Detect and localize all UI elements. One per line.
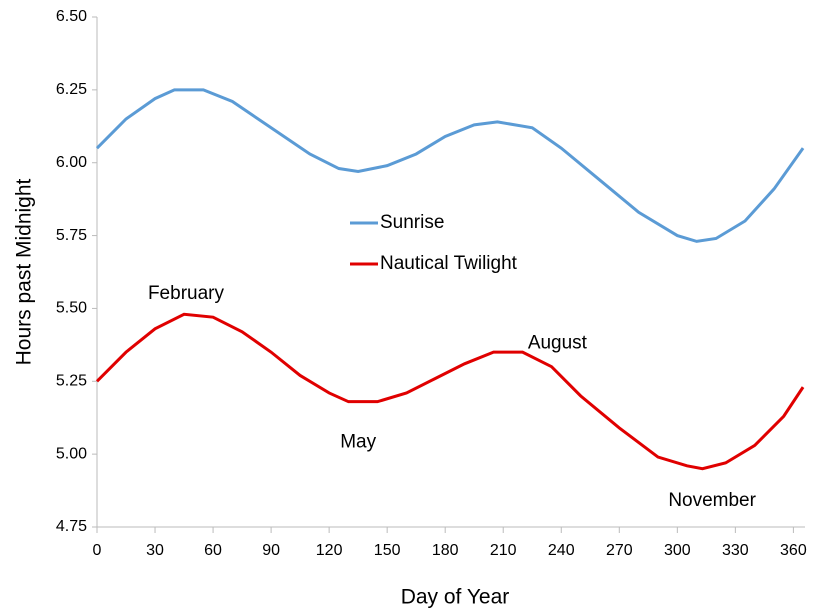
series-line	[95, 312, 805, 471]
legend-label: Sunrise	[380, 212, 444, 233]
annotation: February	[148, 283, 225, 304]
y-tick-label: 5.00	[56, 445, 87, 462]
x-tick-label: 60	[204, 542, 222, 559]
annotation: May	[340, 432, 376, 453]
annotation: August	[528, 332, 588, 353]
x-tick-label: 330	[722, 542, 749, 559]
x-tick-label: 210	[490, 542, 517, 559]
x-tick-label: 300	[664, 542, 691, 559]
y-tick-label: 5.75	[56, 227, 87, 244]
y-tick-label: 5.50	[56, 300, 87, 317]
y-axis-title: Hours past Midnight	[13, 178, 36, 365]
y-tick-label: 6.00	[56, 154, 87, 171]
y-tick-label: 6.25	[56, 81, 87, 98]
x-tick-label: 0	[93, 542, 102, 559]
y-tick-label: 6.50	[56, 8, 87, 25]
x-tick-label: 30	[146, 542, 164, 559]
x-tick-label: 270	[606, 542, 633, 559]
legend-label: Nautical Twilight	[380, 253, 518, 274]
y-tick-label: 4.75	[56, 518, 87, 535]
x-tick-label: 150	[374, 542, 401, 559]
x-axis-title: Day of Year	[401, 586, 510, 609]
x-tick-label: 120	[316, 542, 343, 559]
y-tick-label: 5.25	[56, 373, 87, 390]
x-tick-label: 90	[262, 542, 280, 559]
x-tick-label: 180	[432, 542, 459, 559]
series-line	[95, 88, 805, 243]
x-tick-label: 360	[780, 542, 807, 559]
annotation: November	[668, 490, 756, 511]
x-tick-label: 240	[548, 542, 575, 559]
